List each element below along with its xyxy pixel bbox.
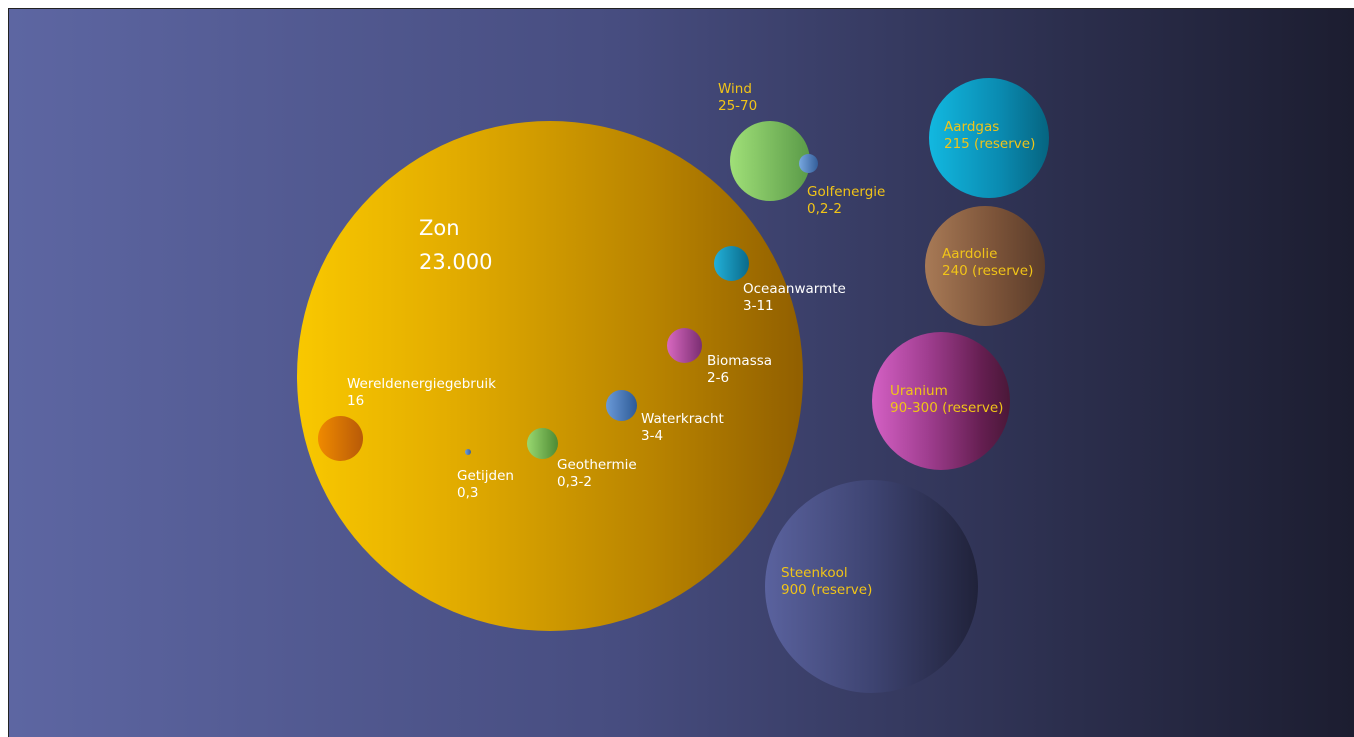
wind-value: 25-70: [718, 98, 758, 114]
steenkool-bubble: [765, 480, 978, 693]
oceaanwarmte-bubble: [714, 246, 749, 281]
steenkool-label: Steenkool 900 (reserve): [781, 565, 872, 599]
geothermie-value: 0,3-2: [557, 474, 592, 490]
golfenergie-label: Golfenergie 0,2-2: [807, 184, 885, 218]
uranium-name: Uranium: [890, 383, 948, 399]
getijden-value: 0,3: [457, 485, 479, 501]
oceaanwarmte-value: 3-11: [743, 298, 774, 314]
steenkool-value: 900 (reserve): [781, 582, 873, 598]
geothermie-label: Geothermie 0,3-2: [557, 457, 637, 491]
zon-name: Zon: [419, 216, 460, 240]
aardgas-value: 215 (reserve): [944, 136, 1036, 152]
aardolie-bubble: [925, 206, 1045, 326]
getijden-bubble: [465, 449, 471, 455]
oceaanwarmte-name: Oceaanwarmte: [743, 281, 846, 297]
aardolie-value: 240 (reserve): [942, 263, 1034, 279]
geothermie-name: Geothermie: [557, 457, 637, 473]
golfenergie-value: 0,2-2: [807, 201, 842, 217]
waterkracht-value: 3-4: [641, 428, 664, 444]
energy-bubble-diagram: Zon 23.000 Wereldenergiegebruik 16 Getij…: [8, 8, 1354, 737]
waterkracht-label: Waterkracht 3-4: [641, 411, 724, 445]
biomassa-bubble: [667, 328, 702, 363]
wereldenergiegebruik-value: 16: [347, 393, 365, 409]
biomassa-name: Biomassa: [707, 353, 773, 369]
uranium-value: 90-300 (reserve): [890, 400, 1004, 416]
uranium-bubble: [872, 332, 1010, 470]
zon-bubble: [297, 121, 803, 631]
waterkracht-name: Waterkracht: [641, 411, 724, 427]
wereldenergiegebruik-label: Wereldenergiegebruik 16: [347, 376, 496, 410]
uranium-label: Uranium 90-300 (reserve): [890, 383, 1003, 417]
wind-bubble: [730, 121, 810, 201]
steenkool-name: Steenkool: [781, 565, 848, 581]
geothermie-bubble: [527, 428, 558, 459]
getijden-name: Getijden: [457, 468, 514, 484]
wind-name: Wind: [718, 81, 752, 97]
aardgas-name: Aardgas: [944, 119, 1000, 135]
aardolie-name: Aardolie: [942, 246, 998, 262]
biomassa-value: 2-6: [707, 370, 730, 386]
golfenergie-name: Golfenergie: [807, 184, 886, 200]
getijden-label: Getijden 0,3: [457, 468, 514, 502]
aardolie-label: Aardolie 240 (reserve): [942, 246, 1033, 280]
oceaanwarmte-label: Oceaanwarmte 3-11: [743, 281, 846, 315]
zon-value: 23.000: [419, 250, 493, 274]
aardgas-label: Aardgas 215 (reserve): [944, 119, 1035, 153]
biomassa-label: Biomassa 2-6: [707, 353, 772, 387]
golfenergie-bubble: [799, 154, 818, 173]
wind-label: Wind 25-70: [718, 81, 757, 115]
aardgas-bubble: [929, 78, 1049, 198]
wereldenergiegebruik-bubble: [318, 416, 363, 461]
waterkracht-bubble: [606, 390, 637, 421]
zon-label: Zon 23.000: [419, 211, 492, 279]
wereldenergiegebruik-name: Wereldenergiegebruik: [347, 376, 496, 392]
